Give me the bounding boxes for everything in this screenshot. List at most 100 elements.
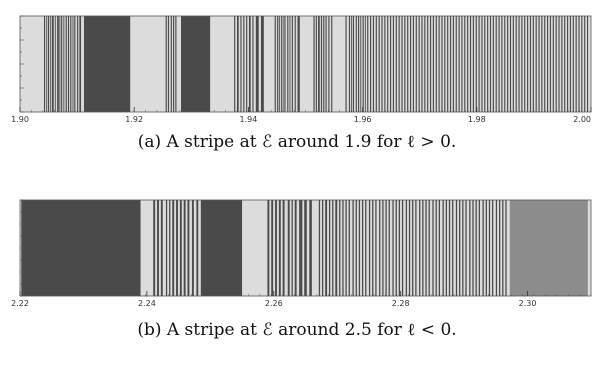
stripe-a-band-33: [274, 16, 276, 112]
stripe-b-band-71: [472, 200, 474, 296]
stripe-b-tick-label-3: 2.28: [392, 299, 410, 308]
stripe-a-band-63: [372, 16, 375, 112]
stripe-a-band-133: [572, 16, 574, 112]
stripe-b-band-17: [278, 200, 281, 296]
stripe-b-band-73: [478, 200, 480, 296]
stripe-b-band-35: [352, 200, 354, 296]
stripe-a-band-21: [173, 16, 175, 112]
stripe-a-band-34: [276, 16, 278, 112]
stripe-a-band-45: [315, 16, 317, 112]
stripe-b-band-53: [412, 200, 414, 296]
stripe-b-band-16: [275, 200, 277, 296]
stripe-a-band-124: [547, 16, 549, 112]
stripe-a-band-6: [57, 16, 59, 112]
stripe-a-band-0: [43, 16, 46, 112]
stripe-a-band-94: [461, 16, 463, 112]
stripe-b-band-11: [191, 200, 194, 296]
stripe-a-band-102: [484, 16, 486, 112]
stripe-a-band-118: [529, 16, 532, 112]
stripe-a-band-60: [364, 16, 366, 112]
stripe-b-tick-label-2: 2.26: [265, 299, 283, 308]
stripe-a-band-28: [246, 16, 248, 112]
stripe-b-band-65: [452, 200, 454, 296]
stripe-a-band-96: [467, 16, 469, 112]
stripe-a-band-37: [282, 16, 284, 112]
stripe-b-tail-band: [509, 200, 588, 296]
stripe-a-band-48: [323, 16, 325, 112]
stripe-a-band-120: [535, 16, 537, 112]
stripe-b-band-77: [492, 200, 494, 296]
stripe-b-band-38: [361, 200, 364, 296]
stripe-a-band-7: [59, 16, 61, 112]
stripe-a-band-86: [438, 16, 440, 112]
stripe-a-band-84: [432, 16, 434, 112]
stripe-b-band-79: [499, 200, 501, 296]
stripe-a-band-98: [472, 16, 474, 112]
stripe-a-band-109: [504, 16, 506, 112]
stripe-a-band-39: [287, 16, 289, 112]
stripe-b-band-64: [448, 200, 451, 296]
stripe-b-band-69: [465, 200, 467, 296]
stripe-b-band-75: [485, 200, 487, 296]
stripe-a-band-18: [165, 16, 167, 112]
stripe-b-band-40: [368, 200, 371, 296]
stripe-a-tick-label-5: 2.00: [573, 115, 591, 124]
stripe-b-bands: [21, 200, 588, 296]
stripe-a-band-72: [398, 16, 400, 112]
stripe-a-band-17: [83, 16, 131, 112]
stripe-a-band-131: [567, 16, 569, 112]
stripe-a-band-38: [284, 16, 286, 112]
stripe-a-band-35: [278, 16, 280, 112]
stripe-a-band-58: [360, 16, 362, 112]
stripe-a-band-41: [291, 16, 293, 112]
stripe-a-band-79: [418, 16, 420, 112]
stripe-a-band-68: [387, 16, 389, 112]
stripe-b-band-23: [304, 200, 307, 296]
stripe-b-band-45: [385, 200, 387, 296]
stripe-b-band-6: [172, 200, 175, 296]
stripe-a-band-127: [555, 16, 557, 112]
stripe-b-band-18: [282, 200, 285, 296]
stripe-b-band-34: [348, 200, 350, 296]
stripe-a-band-52: [345, 16, 347, 112]
stripe-a-band-61: [367, 16, 369, 112]
stripe-a-band-59: [362, 16, 364, 112]
stripe-a-band-80: [421, 16, 423, 112]
stripe-b-band-57: [425, 200, 427, 296]
stripe-b-band-36: [355, 200, 357, 296]
stripe-a-band-55: [352, 16, 355, 112]
stripe-b-band-44: [382, 200, 384, 296]
stripe-a-band-30: [252, 16, 254, 112]
stripe-b-band-27: [325, 200, 328, 296]
stripe-b-band-13: [200, 200, 243, 296]
stripe-a-band-77: [412, 16, 414, 112]
stripe-b-band-50: [401, 200, 404, 296]
stripe-b-band-47: [392, 200, 394, 296]
stripe-a-band-108: [501, 16, 503, 112]
stripe-a-tick-label-0: 1.90: [11, 115, 29, 124]
stripe-a-band-57: [358, 16, 360, 112]
stripe-b-band-70: [469, 200, 471, 296]
stripe-b-band-28: [328, 200, 331, 296]
stripe-a-band-22: [175, 16, 177, 112]
stripe-b-band-60: [435, 200, 437, 296]
stripe-b-band-3: [160, 200, 163, 296]
stripe-b-band-19: [287, 200, 290, 296]
stripe-b-band-52: [408, 200, 411, 296]
stripe-a-band-111: [509, 16, 512, 112]
stripe-a-band-47: [320, 16, 323, 112]
stripe-a-band-119: [532, 16, 534, 112]
stripe-a-band-136: [581, 16, 583, 112]
stripe-a-band-95: [464, 16, 466, 112]
stripe-a-band-50: [328, 16, 330, 112]
stripe-b-band-30: [335, 200, 338, 296]
stripe-a-band-128: [558, 16, 560, 112]
stripe-a-band-43: [297, 16, 300, 112]
stripe-a-band-67: [384, 16, 386, 112]
stripe-a-band-27: [243, 16, 245, 112]
stripe-a-band-23: [181, 16, 211, 112]
stripe-a-band-8: [61, 16, 63, 112]
stripe-b-band-41: [372, 200, 374, 296]
stripe-a-band-81: [424, 16, 426, 112]
